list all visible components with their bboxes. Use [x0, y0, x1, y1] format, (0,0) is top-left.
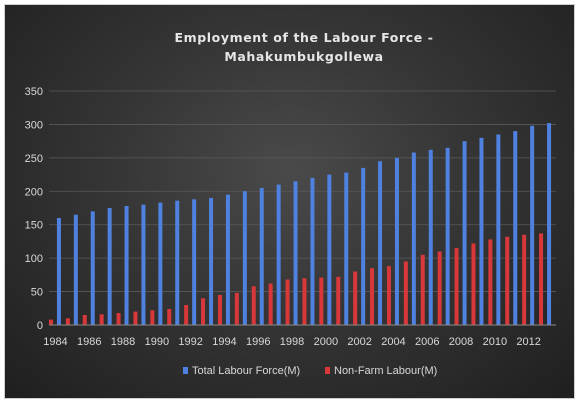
bar-non-farm-labour [522, 234, 527, 325]
bar-total-labour-force [327, 174, 332, 325]
bar-non-farm-labour [420, 254, 425, 325]
bar-non-farm-labour [505, 236, 510, 325]
bar-total-labour-force [530, 125, 535, 325]
x-tick-label: 1994 [212, 336, 236, 348]
x-tick-label: 2004 [381, 336, 405, 348]
y-tick-label: 100 [25, 253, 43, 265]
x-tick-label: 1996 [246, 336, 270, 348]
bar-non-farm-labour [251, 286, 256, 325]
bar-total-labour-force [344, 172, 349, 325]
bar-total-labour-force [175, 200, 180, 325]
bar-total-labour-force [124, 205, 129, 325]
bar-non-farm-labour [302, 278, 307, 325]
y-tick-label: 200 [25, 186, 43, 198]
bar-non-farm-labour [353, 271, 358, 325]
bar-non-farm-labour [116, 312, 121, 325]
bar-non-farm-labour [437, 251, 442, 325]
x-axis: 1984 1986 1988 1990 1992 1994 1996 1998 2000 2002… [43, 324, 556, 348]
bar-non-farm-labour [539, 233, 544, 325]
legend-label-non-farm-labour: Non-Farm Labour(M) [334, 365, 437, 377]
bar-non-farm-labour [99, 314, 104, 325]
bar-total-labour-force [209, 197, 214, 325]
gridlines [49, 90, 556, 292]
bar-total-labour-force [107, 208, 112, 325]
bar-total-labour-force [73, 214, 78, 325]
bar-total-labour-force [513, 131, 518, 325]
bar-non-farm-labour [234, 292, 239, 325]
y-tick-label: 250 [25, 153, 43, 165]
chart-svg: Employment of the Labour Force - Mahakum… [25, 30, 556, 377]
legend-swatch-total-labour-force [183, 367, 188, 374]
x-tick-label: 2000 [314, 336, 338, 348]
bar-total-labour-force [394, 157, 399, 325]
bar-total-labour-force [310, 177, 315, 325]
bar-total-labour-force [141, 204, 146, 325]
bar-non-farm-labour [268, 283, 273, 325]
x-tick-label: 2002 [347, 336, 371, 348]
legend: Total Labour Force(M) Non-Farm Labour(M) [183, 365, 437, 377]
bar-non-farm-labour [386, 266, 391, 325]
chart-title-line-1: Employment of the Labour Force - [174, 30, 433, 45]
bar-non-farm-labour [150, 310, 155, 325]
bar-non-farm-labour [167, 308, 172, 325]
chart-title-line-2: Mahakumbukgollewa [224, 49, 383, 64]
bar-total-labour-force [462, 141, 467, 325]
y-tick-label: 50 [31, 287, 43, 299]
y-tick-label: 300 [25, 119, 43, 131]
y-tick-label: 350 [25, 86, 43, 98]
bar-total-labour-force [90, 211, 95, 325]
bar-total-labour-force [276, 184, 281, 325]
bar-total-labour-force [547, 123, 552, 325]
bar-non-farm-labour [285, 279, 290, 325]
bar-non-farm-labour [184, 304, 189, 325]
bar-total-labour-force [479, 137, 484, 325]
bar-non-farm-labour [217, 294, 222, 325]
bar-total-labour-force [361, 167, 366, 325]
x-tick-label: 2012 [516, 336, 540, 348]
bar-non-farm-labour [48, 319, 53, 325]
x-tick-label: 1990 [145, 336, 169, 348]
bar-non-farm-labour [336, 276, 341, 325]
bar-non-farm-labour [370, 268, 375, 325]
x-tick-label: 1988 [111, 336, 135, 348]
legend-swatch-non-farm-labour [325, 367, 330, 374]
legend-label-total-labour-force: Total Labour Force(M) [192, 365, 300, 377]
x-tick-label: 1998 [280, 336, 304, 348]
x-tick-label: 1992 [178, 336, 202, 348]
bar-total-labour-force [496, 134, 501, 325]
bar-total-labour-force [428, 149, 433, 325]
bar-total-labour-force [158, 202, 163, 325]
bar-total-labour-force [56, 218, 61, 325]
bar-non-farm-labour [133, 311, 138, 325]
y-tick-label: 150 [25, 220, 43, 232]
x-tick-label: 1984 [43, 336, 67, 348]
bar-non-farm-labour [65, 318, 70, 325]
bar-non-farm-labour [454, 248, 459, 325]
bar-total-labour-force [259, 187, 264, 325]
bar-total-labour-force [225, 194, 230, 325]
y-tick-label: 0 [37, 320, 43, 332]
bar-non-farm-labour [471, 243, 476, 325]
bar-non-farm-labour [201, 298, 206, 325]
x-tick-label: 2008 [449, 336, 473, 348]
bar-total-labour-force [192, 199, 197, 325]
x-tick-label: 2010 [483, 336, 507, 348]
x-tick-label: 2006 [415, 336, 439, 348]
chart-frame: Employment of the Labour Force - Mahakum… [4, 4, 575, 399]
bar-non-farm-labour [403, 261, 408, 325]
bars [48, 123, 552, 325]
x-tick-label: 1986 [77, 336, 101, 348]
y-axis: 0 50 100 150 200 250 300 350 [25, 86, 43, 332]
bar-non-farm-labour [82, 314, 87, 325]
bar-total-labour-force [242, 191, 247, 325]
chart-title: Employment of the Labour Force - Mahakum… [174, 30, 433, 64]
bar-total-labour-force [445, 147, 450, 325]
bar-total-labour-force [411, 152, 416, 325]
bar-non-farm-labour [488, 239, 493, 325]
bar-non-farm-labour [319, 277, 324, 325]
bar-total-labour-force [293, 181, 298, 325]
bar-total-labour-force [378, 161, 383, 325]
